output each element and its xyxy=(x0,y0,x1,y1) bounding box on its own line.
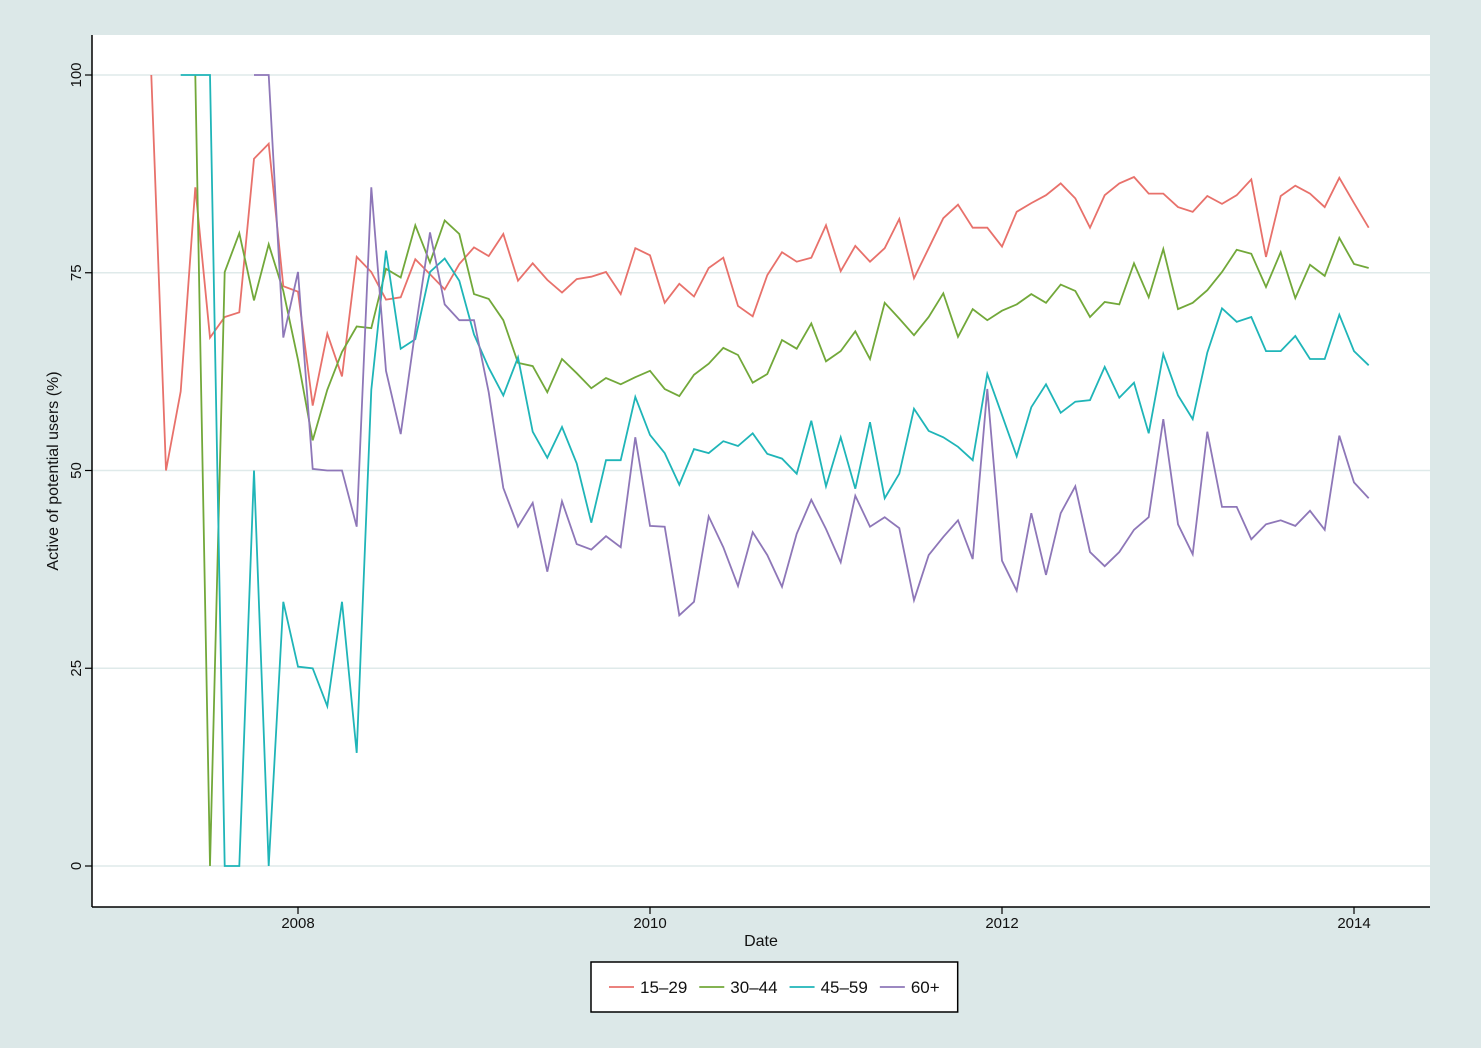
series-line-45-59 xyxy=(180,74,1370,867)
x-tick-label: 2014 xyxy=(1337,915,1370,932)
y-tick-label: 75 xyxy=(68,264,85,281)
series-line-60- xyxy=(254,74,1370,618)
y-tick-label: 0 xyxy=(68,862,85,870)
gridlines xyxy=(92,74,1430,867)
x-ticks: 2008 2010 2012 2014 xyxy=(281,907,1371,932)
y-tick-label: 25 xyxy=(68,660,85,677)
y-axis-title: Active of potential users (%) xyxy=(45,371,62,570)
legend: 15–29 30–44 45–59 60+ xyxy=(590,961,959,1013)
y-tick-label: 50 xyxy=(68,462,85,479)
legend-label: 15–29 xyxy=(640,978,687,997)
y-ticks: 0 25 50 75 100 xyxy=(68,62,92,870)
x-tick-label: 2012 xyxy=(985,915,1018,932)
series-lines xyxy=(150,74,1370,867)
series-line-30-44 xyxy=(194,74,1369,867)
series-line-15-29 xyxy=(150,74,1370,471)
legend-label: 60+ xyxy=(911,978,940,997)
legend-label: 45–59 xyxy=(821,978,868,997)
x-tick-label: 2010 xyxy=(633,915,666,932)
x-tick-label: 2008 xyxy=(281,915,314,932)
y-tick-label: 100 xyxy=(68,62,85,87)
x-axis-title: Date xyxy=(744,933,778,950)
legend-label: 30–44 xyxy=(730,978,777,997)
